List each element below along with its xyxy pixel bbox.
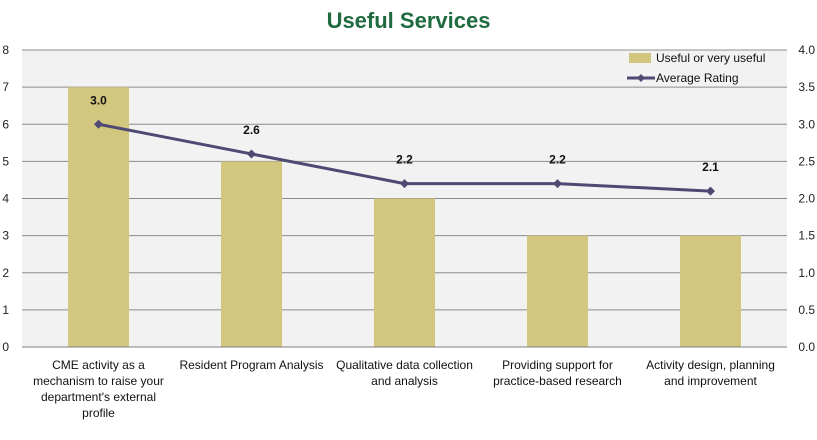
- y-right-tick-label: 2.0: [798, 192, 815, 206]
- y-left-tick-label: 3: [2, 229, 9, 243]
- bar: [68, 87, 129, 347]
- data-label: 2.2: [396, 153, 413, 167]
- category-label-line: mechanism to raise your: [33, 374, 164, 388]
- data-label: 2.6: [243, 123, 260, 137]
- legend-marker: [637, 74, 645, 82]
- category-label-line: Providing support for: [502, 358, 613, 372]
- category-label-line: practice-based research: [493, 374, 622, 388]
- data-label: 2.2: [549, 153, 566, 167]
- category-label-line: profile: [82, 406, 115, 420]
- category-label: Qualitative data collection and analysis: [336, 358, 473, 388]
- category-label-line: Qualitative data collection: [336, 358, 473, 372]
- y-left-tick-label: 5: [2, 154, 9, 168]
- y-left-tick-label: 7: [2, 80, 9, 94]
- category-label-line: and analysis: [371, 374, 438, 388]
- category-label-line: and improvement: [664, 374, 757, 388]
- category-label-line: department's external: [41, 390, 156, 404]
- legend-swatch-bar: [629, 53, 651, 63]
- category-label-line: CME activity as a: [52, 358, 145, 372]
- category-label: Providing support for practice-based rese…: [493, 358, 622, 388]
- y-left-tick-label: 4: [2, 192, 9, 206]
- y-right-tick-label: 4.0: [798, 43, 815, 57]
- y-right-tick-label: 0.0: [798, 340, 815, 354]
- y-right-tick-label: 1.5: [798, 229, 815, 243]
- chart-title: Useful Services: [326, 8, 491, 33]
- y-left-tick-label: 0: [2, 340, 9, 354]
- y-right-tick-label: 0.5: [798, 303, 815, 317]
- line-marker: [553, 179, 562, 189]
- bar: [221, 161, 282, 347]
- y-right-tick-label: 2.5: [798, 154, 815, 168]
- y-right-tick-label: 3.0: [798, 117, 815, 131]
- bar: [374, 198, 435, 347]
- bar: [527, 235, 588, 347]
- category-label-line: Activity design, planning: [646, 358, 775, 372]
- category-label: CME activity as a mechanism to raise your…: [33, 358, 164, 420]
- category-label: Activity design, planning and improvement: [646, 358, 775, 388]
- y-right-tick-label: 3.5: [798, 80, 815, 94]
- line-marker: [400, 179, 409, 189]
- line-marker: [706, 186, 715, 196]
- category-label-line: Resident Program Analysis: [179, 358, 323, 372]
- line-marker: [247, 149, 256, 159]
- legend-label: Average Rating: [656, 71, 739, 85]
- y-left-tick-label: 8: [2, 43, 9, 57]
- bar: [680, 235, 741, 347]
- data-label: 2.1: [702, 160, 719, 174]
- y-left-tick-label: 2: [2, 266, 9, 280]
- legend-label: Useful or very useful: [656, 51, 765, 65]
- category-label: Resident Program Analysis: [179, 358, 323, 372]
- y-left-tick-label: 1: [2, 303, 9, 317]
- y-left-tick-label: 6: [2, 117, 9, 131]
- line-marker: [94, 119, 103, 129]
- data-label: 3.0: [90, 93, 107, 107]
- y-right-tick-label: 1.0: [798, 266, 815, 280]
